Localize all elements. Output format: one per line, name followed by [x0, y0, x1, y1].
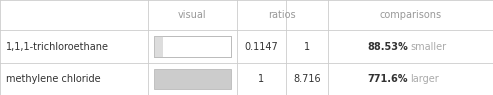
Bar — [154, 36, 231, 57]
Bar — [154, 36, 231, 57]
Text: 0.1147: 0.1147 — [245, 42, 278, 52]
Text: comparisons: comparisons — [379, 10, 442, 20]
Text: larger: larger — [410, 74, 439, 84]
Bar — [154, 36, 163, 57]
Text: 88.53%: 88.53% — [367, 42, 408, 52]
Text: 8.716: 8.716 — [293, 74, 321, 84]
Text: methylene chloride: methylene chloride — [6, 74, 101, 84]
Text: 1: 1 — [258, 74, 264, 84]
Text: 771.6%: 771.6% — [367, 74, 408, 84]
Text: smaller: smaller — [410, 42, 447, 52]
Bar — [154, 68, 231, 89]
Text: 1: 1 — [304, 42, 310, 52]
Text: ratios: ratios — [268, 10, 296, 20]
Text: 1,1,1-trichloroethane: 1,1,1-trichloroethane — [6, 42, 109, 52]
Text: visual: visual — [178, 10, 207, 20]
